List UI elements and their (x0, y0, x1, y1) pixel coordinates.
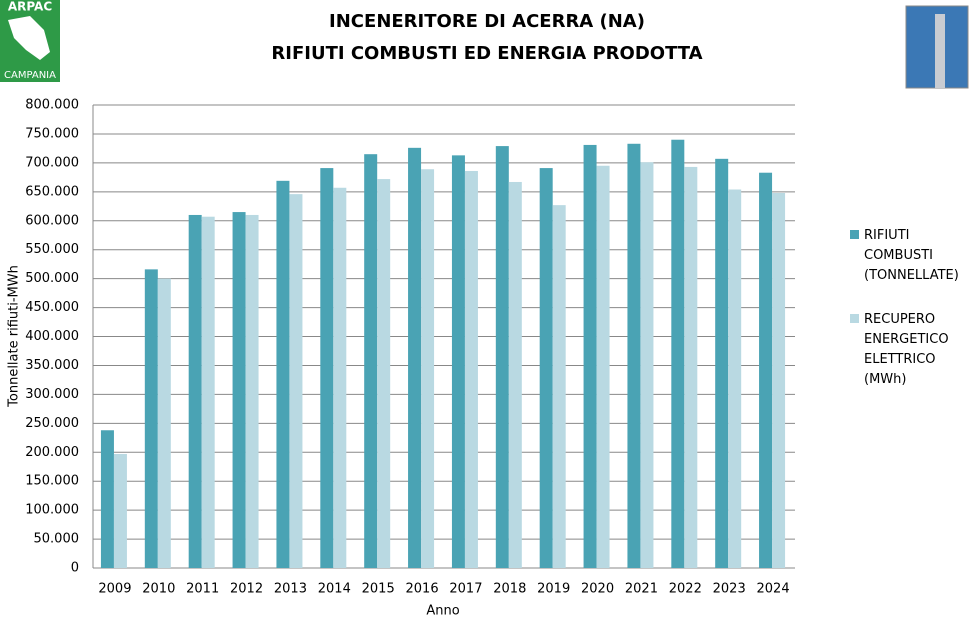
bar (100, 430, 114, 568)
legend-label: RECUPERO ENERGETICO ELETTRICO (MWh) (864, 312, 949, 387)
bar (320, 168, 334, 569)
bar (715, 158, 729, 569)
x-tick-label: 2012 (230, 582, 263, 597)
y-tick-label: 250.000 (25, 416, 79, 431)
bar (245, 214, 259, 568)
bar (583, 144, 597, 568)
y-tick-label: 0 (71, 561, 79, 576)
y-tick-label: 350.000 (25, 358, 79, 373)
y-tick-label: 650.000 (25, 184, 79, 199)
bar (113, 453, 127, 568)
x-tick-label: 2023 (713, 582, 746, 597)
bar (495, 146, 509, 568)
bar (157, 278, 171, 568)
bar (421, 169, 435, 568)
x-tick-label: 2016 (406, 582, 439, 597)
bar (627, 143, 641, 568)
bar (364, 154, 378, 568)
bar (596, 165, 610, 569)
x-tick-label: 2019 (537, 582, 570, 597)
logo-text: ARPAC (8, 0, 53, 14)
x-tick-label: 2014 (318, 582, 351, 597)
bar (772, 192, 786, 568)
logo-map (8, 16, 50, 60)
bar (671, 139, 685, 568)
bar (188, 214, 202, 568)
legend-swatch (850, 314, 859, 323)
legend-label: RIFIUTI COMBUSTI (TONNELLATE) (864, 228, 959, 283)
x-tick-label: 2013 (274, 582, 307, 597)
x-tick-label: 2020 (581, 582, 614, 597)
bar (377, 179, 391, 568)
bar (144, 269, 158, 568)
x-tick-label: 2009 (98, 582, 131, 597)
legend-swatch (850, 230, 859, 239)
y-tick-label: 50.000 (34, 532, 80, 547)
y-tick-label: 400.000 (25, 329, 79, 344)
y-tick-label: 600.000 (25, 213, 79, 228)
y-tick-label: 800.000 (25, 98, 79, 113)
bar (759, 172, 773, 568)
x-tick-label: 2010 (142, 582, 175, 597)
y-tick-label: 100.000 (25, 503, 79, 518)
x-tick-label: 2015 (362, 582, 395, 597)
x-tick-label: 2011 (186, 582, 219, 597)
y-axis-label: Tonnellate rifiuti-MWh (7, 265, 22, 408)
bar (539, 168, 553, 569)
bar (552, 205, 566, 568)
photo-tower (935, 14, 945, 88)
x-axis-label: Anno (426, 604, 459, 619)
bar (408, 147, 422, 568)
x-tick-label: 2024 (757, 582, 790, 597)
y-tick-label: 550.000 (25, 242, 79, 257)
x-tick-label: 2022 (669, 582, 702, 597)
x-tick-label: 2021 (625, 582, 658, 597)
y-tick-label: 450.000 (25, 300, 79, 315)
bar (289, 194, 303, 568)
y-tick-label: 750.000 (25, 126, 79, 141)
chart-title: INCENERITORE DI ACERRA (NA) (329, 11, 645, 32)
y-tick-label: 500.000 (25, 271, 79, 286)
chart-subtitle: RIFIUTI COMBUSTI ED ENERGIA PRODOTTA (271, 43, 702, 64)
y-tick-label: 200.000 (25, 445, 79, 460)
bar (276, 180, 290, 568)
bar (640, 162, 654, 568)
logo-text: CAMPANIA (4, 70, 56, 81)
x-tick-label: 2017 (449, 582, 482, 597)
y-tick-label: 700.000 (25, 155, 79, 170)
bar (728, 189, 742, 568)
bar (232, 212, 246, 568)
bar (684, 166, 698, 568)
x-tick-label: 2018 (493, 582, 526, 597)
bar (333, 187, 347, 569)
y-tick-label: 150.000 (25, 474, 79, 489)
bar (464, 170, 478, 569)
bar (201, 216, 215, 569)
bar (508, 181, 522, 568)
y-tick-label: 300.000 (25, 387, 79, 402)
bar (451, 155, 465, 568)
